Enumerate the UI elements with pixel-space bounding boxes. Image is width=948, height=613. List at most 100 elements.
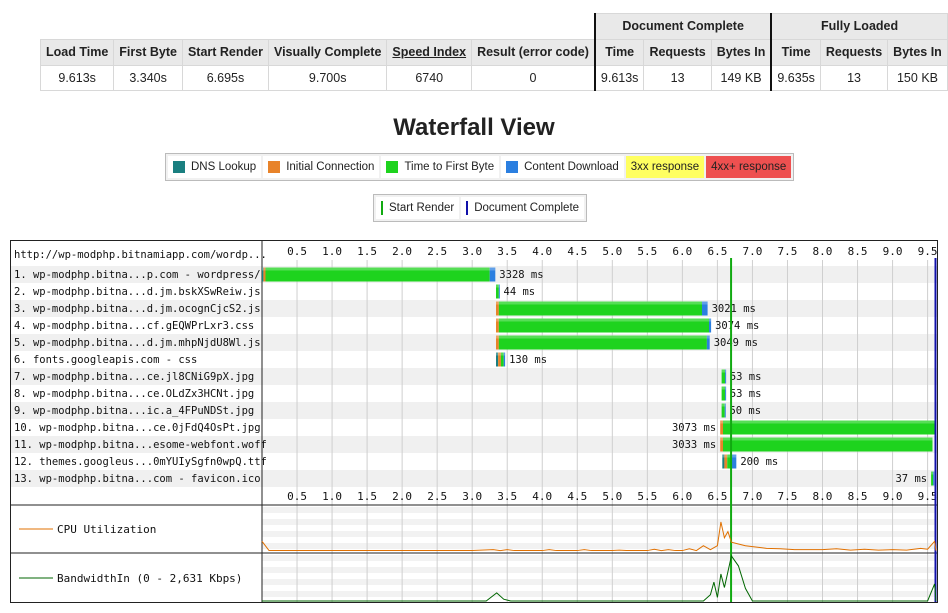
tick-label-top: 3.5 [497, 245, 517, 258]
request-bar-ttfb [496, 284, 499, 299]
request-bar-highlight [496, 335, 710, 339]
legend-dns-swatch [173, 161, 185, 173]
request-bar-dl [933, 471, 935, 486]
tick-label-bottom: 4.0 [532, 490, 552, 503]
request-bar-ttfb [498, 335, 707, 350]
bw-grid-band [262, 579, 936, 585]
request-bar-conn [720, 420, 724, 435]
request-bar-highlight [931, 471, 934, 475]
request-time-label: 3328 ms [499, 269, 543, 281]
request-bar-conn [496, 301, 499, 316]
request-bar-highlight [721, 369, 726, 373]
tick-label-bottom: 2.5 [427, 490, 447, 503]
request-time-label: 200 ms [740, 456, 778, 468]
full-requests-header: Requests [819, 38, 889, 66]
tick-label-bottom: 2.0 [392, 490, 412, 503]
request-bar-highlight [720, 420, 936, 424]
full-requests-value: 13 [819, 64, 889, 91]
request-label: 4. wp-modphp.bitna...cf.gEQWPrLxr3.css [14, 320, 254, 332]
start-render-header: Start Render [181, 38, 269, 66]
request-bar-ttfb [721, 369, 726, 384]
request-bar-dl [489, 267, 496, 282]
request-bar-dl [725, 386, 727, 401]
waterfall-svg: 0.5 0.5 1.0 1.0 1.5 1.5 2.0 2.0 2.5 2.5 3.0 3.0 3.5 3… [11, 241, 937, 602]
cpu-utilization-line [261, 521, 937, 552]
legend-start-render: Start Render [376, 197, 460, 219]
request-time-label: 44 ms [504, 286, 536, 298]
request-time-label: 3033 ms [672, 439, 716, 451]
cpu-grid-band [262, 531, 936, 537]
bandwidth-line [262, 554, 937, 602]
tick-label-bottom: 9.5 [918, 490, 937, 503]
legend-dns: DNS Lookup [168, 156, 262, 178]
legend-document-complete-label: Document Complete [474, 202, 580, 214]
tick-label-top: 4.5 [567, 245, 587, 258]
request-bar-ttfb [265, 267, 490, 282]
tick-label-bottom: 7.5 [778, 490, 798, 503]
first-byte-value: 3.340s [113, 64, 183, 91]
request-bar-dl [706, 335, 710, 350]
start-render-value: 6.695s [181, 64, 269, 91]
legend-3xx: 3xx response [625, 156, 705, 178]
tick-label-bottom: 1.0 [322, 490, 342, 503]
request-time-label: 3049 ms [714, 337, 758, 349]
request-bar-dns [722, 454, 725, 469]
load-time-value: 9.613s [39, 64, 115, 91]
request-bar-ttfb [723, 437, 933, 452]
tick-label-top: 7.0 [742, 245, 762, 258]
full-bytes-value: 150 KB [887, 64, 948, 91]
request-label: 10. wp-modphp.bitna...ce.0jFdQ4OsPt.jpg [14, 422, 261, 434]
fully-loaded-header: Fully Loaded [770, 13, 948, 40]
request-bar-dns [262, 267, 264, 282]
speed-index-value: 6740 [386, 64, 473, 91]
request-bar-highlight [722, 454, 737, 458]
marker-legend: Start Render Document Complete [373, 194, 588, 222]
tick-label-top: 9.0 [883, 245, 903, 258]
summary-table: Document Complete Fully Loaded Load Time… [39, 13, 948, 91]
waterfall-legend: DNS Lookup Initial Connection Time to Fi… [165, 153, 795, 181]
row-stripe [11, 368, 937, 385]
request-bar-conn [498, 352, 501, 367]
tick-label-top: 1.0 [322, 245, 342, 258]
tick-label-bottom: 9.0 [883, 490, 903, 503]
request-bar-dl [503, 352, 506, 367]
legend-3xx-label: 3xx response [630, 161, 700, 173]
request-time-label: 130 ms [509, 354, 547, 366]
doc-requests-header: Requests [643, 38, 712, 66]
waterfall-title: Waterfall View [393, 114, 555, 141]
request-bar-highlight [496, 284, 500, 288]
request-bar-highlight [496, 352, 506, 356]
bw-grid-band [262, 591, 936, 597]
result-value: 0 [471, 64, 596, 91]
speed-index-link[interactable]: Speed Index [386, 38, 473, 66]
request-time-label: 3074 ms [715, 320, 759, 332]
first-byte-header: First Byte [113, 38, 183, 66]
row-stripe [11, 470, 937, 487]
tick-label-top: 6.0 [672, 245, 692, 258]
request-bar-ttfb [498, 301, 702, 316]
request-label: 9. wp-modphp.bitna...ic.a_4FPuNDSt.jpg [14, 405, 254, 417]
tick-label-top: 4.0 [532, 245, 552, 258]
legend-dns-label: DNS Lookup [191, 161, 257, 173]
bandwidth-label: BandwidthIn (0 - 2,631 Kbps) [57, 572, 242, 585]
request-bar-highlight [721, 386, 726, 390]
request-bar-conn [263, 267, 266, 282]
legend-4xx-label: 4xx+ response [711, 161, 787, 173]
request-bar-ttfb [931, 471, 934, 486]
request-bar-ttfb [721, 403, 725, 418]
full-time-value: 9.635s [770, 64, 821, 91]
doc-bytes-value: 149 KB [710, 64, 772, 91]
request-bar-conn [496, 318, 499, 333]
legend-download-label: Content Download [524, 161, 619, 173]
document-complete-header: Document Complete [593, 13, 772, 40]
request-label: 7. wp-modphp.bitna...ce.jl8CNiG9pX.jpg [14, 371, 254, 383]
request-label: 13. wp-modphp.bitna...com - favicon.ico [14, 473, 261, 485]
request-label: 6. fonts.googleapis.com - css [14, 354, 197, 366]
result-header: Result (error code) [471, 38, 596, 66]
visually-complete-header: Visually Complete [267, 38, 388, 66]
tick-label-top: 1.5 [357, 245, 377, 258]
request-bar-conn [724, 454, 728, 469]
row-stripe [11, 402, 937, 419]
visually-complete-value: 9.700s [267, 64, 388, 91]
tick-label-bottom: 8.0 [813, 490, 833, 503]
